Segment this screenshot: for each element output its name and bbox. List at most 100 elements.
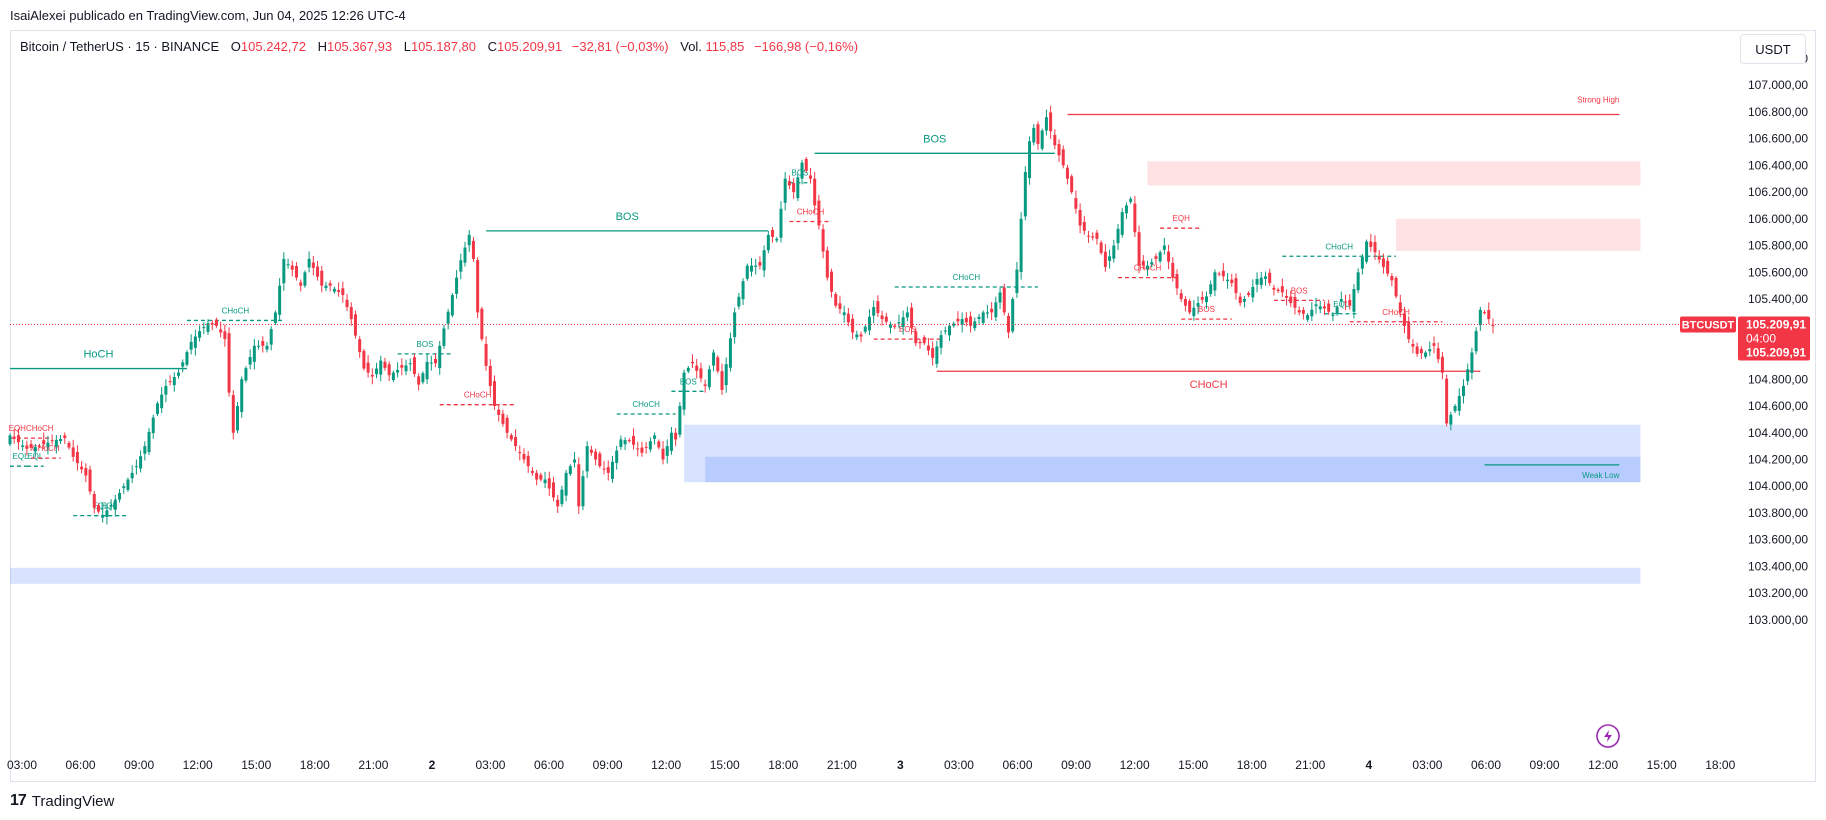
candle-body <box>1028 141 1032 179</box>
price-tick-label: 104.000,00 <box>1748 479 1808 493</box>
candle-body <box>1179 293 1183 300</box>
candle-body <box>417 376 421 385</box>
candle-body <box>1213 272 1217 291</box>
time-tick-label: 21:00 <box>358 758 388 772</box>
candle-body <box>636 448 640 450</box>
close-label: C <box>487 39 498 54</box>
candle-body <box>488 365 492 386</box>
price-tick-label: 103.000,00 <box>1748 613 1808 627</box>
structure-label: CHoCH <box>464 391 492 400</box>
time-axis: 03:00 06:00 09:00 12:00 15:00 18:00 21:00 2 03:0… <box>7 758 1736 772</box>
candle-body <box>1293 297 1297 308</box>
candle-body <box>1175 274 1179 289</box>
candle-body <box>1192 307 1196 317</box>
candle-body <box>113 499 117 510</box>
candle-body <box>678 406 682 435</box>
structure-label: EQL <box>13 452 30 461</box>
candle-body <box>640 447 644 453</box>
currency-button[interactable]: USDT <box>1740 34 1806 64</box>
candle-body <box>1407 322 1411 340</box>
candle-body <box>560 489 564 504</box>
candle-body <box>800 162 804 179</box>
candle-body <box>341 288 345 296</box>
price-tick-label: 103.800,00 <box>1748 506 1808 520</box>
open-label: O <box>230 39 241 54</box>
candle-body <box>1053 134 1057 146</box>
candle-body <box>151 417 155 434</box>
candle-body <box>96 505 100 512</box>
price-tick-label: 106.000,00 <box>1748 212 1808 226</box>
candle-body <box>118 492 122 500</box>
candle-body <box>834 294 838 306</box>
candle-body <box>712 352 716 366</box>
candle-body <box>248 356 252 365</box>
candle-body <box>1453 406 1457 412</box>
time-tick-label: 06:00 <box>66 758 96 772</box>
tradingview-brand[interactable]: 17 TradingView <box>10 792 114 810</box>
candle-body <box>623 440 627 445</box>
candle-body <box>231 395 235 433</box>
candle-body <box>754 265 758 267</box>
candle-body <box>551 482 555 498</box>
candle-body <box>813 178 817 206</box>
candle-body <box>1352 289 1356 312</box>
candle-body <box>122 486 126 489</box>
price-tick-label: 104.600,00 <box>1748 399 1808 413</box>
candle-body <box>1280 286 1284 293</box>
candle-body <box>657 441 661 448</box>
candle-body <box>459 260 463 272</box>
candle-body <box>1183 299 1187 306</box>
time-tick-label: 15:00 <box>241 758 271 772</box>
candle-body <box>185 352 189 365</box>
candle-body <box>88 469 92 492</box>
price-tick-label: 107.000,00 <box>1748 78 1808 92</box>
candle-body <box>429 362 433 364</box>
candle-body <box>893 325 897 328</box>
candle-body <box>1268 272 1272 283</box>
high-label: H <box>317 39 328 54</box>
candle-body <box>910 307 914 328</box>
symbol-title[interactable]: Bitcoin / TetherUS · 15 · BINANCE <box>20 39 220 54</box>
candle-body <box>876 301 880 314</box>
candle-body <box>787 181 791 186</box>
candle-body <box>282 258 286 284</box>
candle-body <box>189 341 193 350</box>
lightning-icon[interactable] <box>1596 724 1620 748</box>
candle-body <box>1040 130 1044 149</box>
time-tick-label: 4 <box>1366 758 1373 772</box>
candle-body <box>859 334 863 337</box>
candle-body <box>236 406 240 431</box>
candle-body <box>952 323 956 326</box>
candle-body <box>1457 395 1461 411</box>
candle-body <box>1483 312 1487 314</box>
candle-body <box>202 327 206 329</box>
candle-body <box>1120 212 1124 235</box>
candle-body <box>25 445 29 449</box>
candle-body <box>1356 272 1360 291</box>
candle-body <box>425 361 429 380</box>
publish-caption: IsaiAlexei publicado en TradingView.com,… <box>10 8 406 23</box>
candle-body <box>1103 251 1107 267</box>
candle-body <box>749 265 753 272</box>
candle-body <box>404 365 408 372</box>
candle-body <box>408 363 412 365</box>
brand-name: TradingView <box>31 792 115 810</box>
candle-body <box>1200 297 1204 300</box>
candle-body <box>198 331 202 338</box>
candle-body <box>792 182 796 193</box>
price-tick-label: 105.400,00 <box>1748 292 1808 306</box>
candle-body <box>581 476 585 507</box>
candle-body <box>699 368 703 379</box>
candle-body <box>897 322 901 324</box>
candle-body <box>509 435 513 440</box>
candle-body <box>438 345 442 369</box>
candle-body <box>294 266 298 278</box>
candle-body <box>1297 310 1301 313</box>
time-tick-label: 15:00 <box>710 758 740 772</box>
candle-body <box>1082 221 1086 231</box>
candle-body <box>1006 316 1010 333</box>
candle-body <box>1289 296 1293 304</box>
candle-body <box>1141 260 1145 266</box>
